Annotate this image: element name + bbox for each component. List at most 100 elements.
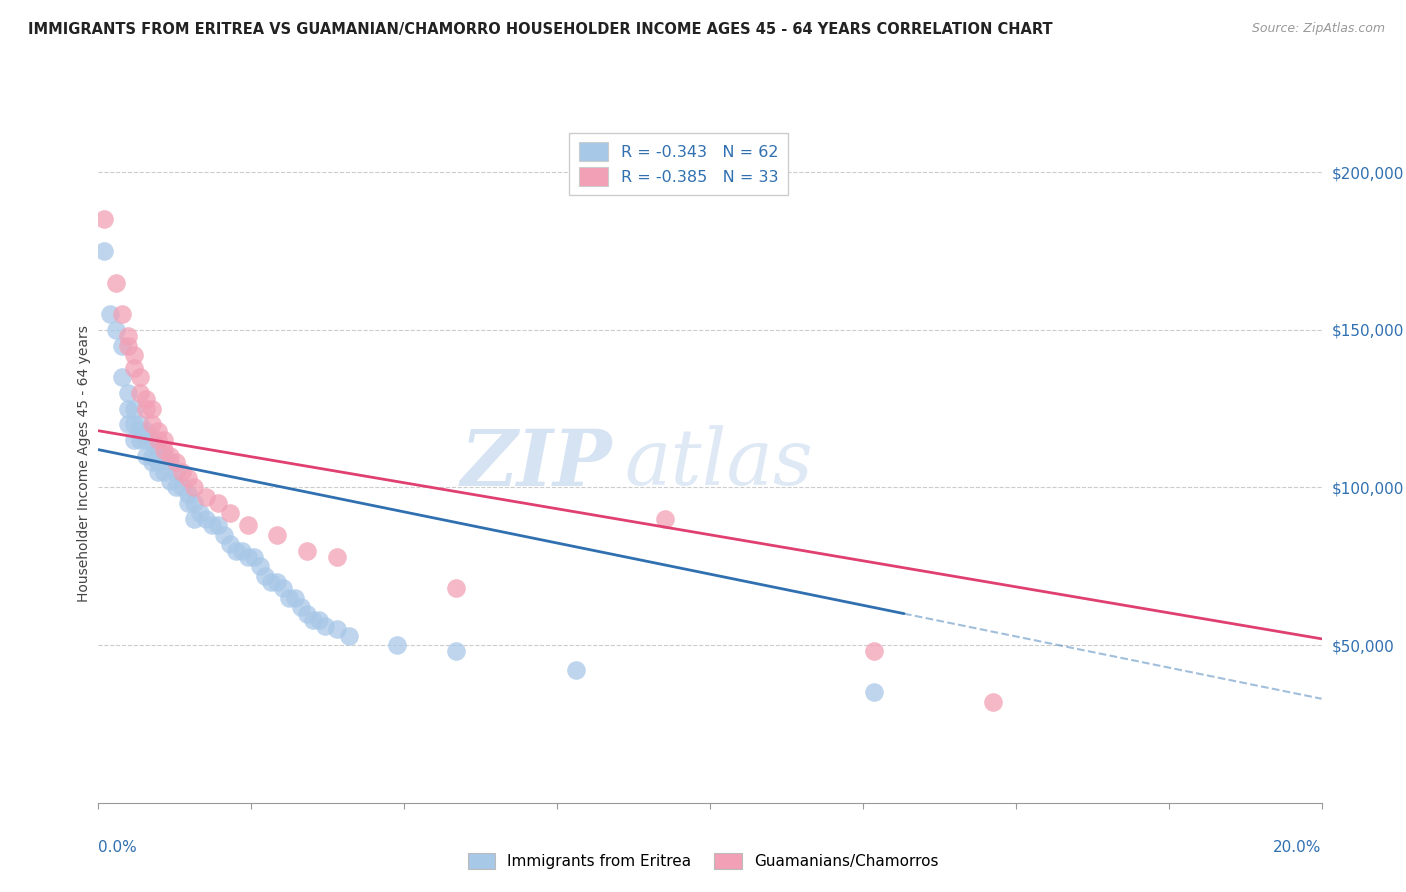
Point [159, 455, 181, 469]
Point [153, 433, 176, 447]
Point [141, 449, 163, 463]
Point [207, 518, 229, 533]
Point [212, 528, 235, 542]
Point [122, 401, 145, 416]
Point [290, 600, 312, 615]
Point [146, 442, 169, 457]
Legend: R = -0.343   N = 62, R = -0.385   N = 33: R = -0.343 N = 62, R = -0.385 N = 33 [569, 133, 787, 195]
Y-axis label: Householder Income Ages 45 - 64 years: Householder Income Ages 45 - 64 years [77, 326, 91, 602]
Point [278, 591, 301, 605]
Point [129, 385, 152, 400]
Point [297, 607, 319, 621]
Text: ZIP: ZIP [461, 425, 612, 502]
Point [146, 455, 169, 469]
Point [249, 559, 271, 574]
Point [273, 582, 295, 596]
Point [266, 528, 288, 542]
Point [93, 212, 115, 227]
Point [218, 537, 240, 551]
Point [326, 549, 349, 564]
Point [254, 568, 277, 582]
Point [153, 442, 176, 457]
Point [146, 433, 169, 447]
Point [165, 481, 187, 495]
Point [93, 244, 115, 258]
Point [153, 449, 176, 463]
Point [446, 644, 468, 658]
Point [105, 276, 128, 290]
Point [122, 360, 145, 375]
Point [218, 506, 240, 520]
Point [284, 591, 307, 605]
Point [170, 481, 193, 495]
Point [129, 417, 152, 432]
Point [170, 465, 193, 479]
Point [141, 455, 163, 469]
Point [314, 619, 336, 633]
Point [135, 401, 157, 416]
Point [385, 638, 408, 652]
Point [260, 575, 283, 590]
Point [177, 471, 200, 485]
Point [141, 417, 163, 432]
Point [165, 465, 187, 479]
Point [183, 496, 205, 510]
Text: 20.0%: 20.0% [1274, 840, 1322, 855]
Text: atlas: atlas [624, 425, 813, 502]
Point [146, 424, 169, 438]
Point [863, 685, 886, 699]
Point [135, 392, 157, 407]
Point [117, 401, 139, 416]
Point [159, 449, 181, 463]
Point [446, 582, 468, 596]
Point [98, 307, 121, 321]
Point [236, 518, 259, 533]
Legend: Immigrants from Eritrea, Guamanians/Chamorros: Immigrants from Eritrea, Guamanians/Cham… [461, 847, 945, 875]
Point [141, 433, 163, 447]
Point [111, 307, 134, 321]
Point [122, 433, 145, 447]
Point [122, 417, 145, 432]
Point [135, 449, 157, 463]
Point [122, 348, 145, 362]
Point [337, 629, 360, 643]
Point [159, 474, 181, 488]
Point [117, 385, 139, 400]
Point [183, 481, 205, 495]
Point [141, 401, 163, 416]
Point [135, 433, 157, 447]
Text: Source: ZipAtlas.com: Source: ZipAtlas.com [1251, 22, 1385, 36]
Point [231, 543, 253, 558]
Point [207, 496, 229, 510]
Point [105, 323, 128, 337]
Point [326, 623, 349, 637]
Point [111, 338, 134, 352]
Point [188, 506, 211, 520]
Point [183, 512, 205, 526]
Point [266, 575, 288, 590]
Point [863, 644, 886, 658]
Point [983, 695, 1005, 709]
Point [153, 465, 176, 479]
Point [565, 664, 588, 678]
Point [302, 613, 325, 627]
Text: IMMIGRANTS FROM ERITREA VS GUAMANIAN/CHAMORRO HOUSEHOLDER INCOME AGES 45 - 64 YE: IMMIGRANTS FROM ERITREA VS GUAMANIAN/CHA… [28, 22, 1053, 37]
Point [165, 455, 187, 469]
Point [129, 370, 152, 384]
Point [129, 424, 152, 438]
Point [201, 518, 224, 533]
Point [129, 433, 152, 447]
Point [111, 370, 134, 384]
Point [177, 487, 200, 501]
Point [194, 490, 217, 504]
Point [117, 329, 139, 343]
Point [117, 417, 139, 432]
Point [117, 338, 139, 352]
Point [236, 549, 259, 564]
Point [225, 543, 247, 558]
Point [177, 496, 200, 510]
Point [654, 512, 676, 526]
Point [308, 613, 330, 627]
Point [194, 512, 217, 526]
Point [146, 465, 169, 479]
